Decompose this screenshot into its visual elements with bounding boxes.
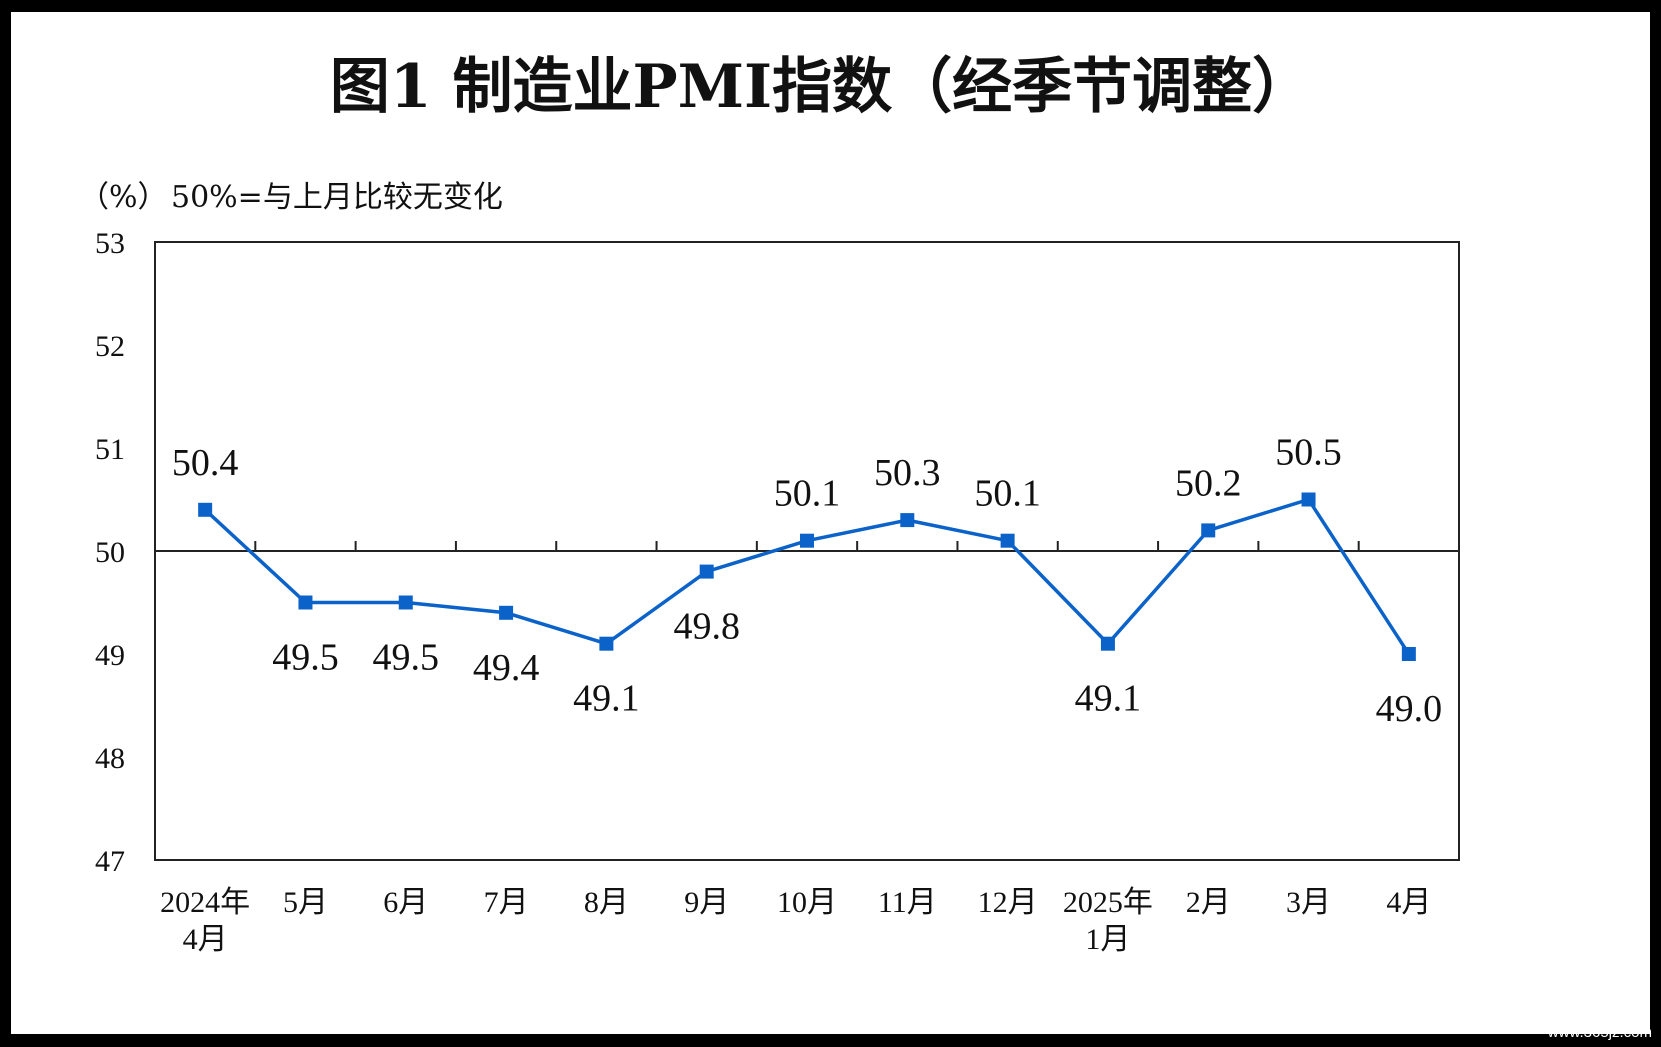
data-value-label: 49.1: [573, 678, 640, 720]
data-point-marker: [699, 564, 714, 579]
data-value-label: 50.5: [1275, 432, 1342, 474]
x-tick-label: 1月: [1085, 923, 1130, 956]
x-tick-label: 2024年: [160, 886, 250, 919]
pmi-line-chart: 图1 制造业PMI指数（经季节调整） （%） 50%=与上月比较无变化 47 48…: [79, 52, 1460, 956]
data-point-marker: [398, 595, 413, 610]
data-point-marker: [800, 533, 814, 548]
x-tick-label: 11月: [878, 886, 937, 919]
reference-note: 50%=与上月比较无变化: [171, 180, 503, 215]
data-value-label: 50.4: [172, 442, 239, 484]
data-value-label: 49.5: [373, 637, 440, 679]
data-point-marker: [1301, 492, 1316, 507]
data-value-label: 49.4: [473, 647, 540, 689]
x-tick-label: 2月: [1186, 886, 1231, 919]
y-tick-label: 48: [95, 742, 125, 775]
x-tick-label: 8月: [584, 886, 629, 919]
data-value-label: 50.1: [774, 473, 841, 515]
data-value-label: 49.5: [272, 637, 339, 679]
x-tick-label: 5月: [283, 886, 328, 919]
series-line: [203, 497, 1411, 655]
data-point-marker: [900, 513, 915, 528]
chart-title: 图1 制造业PMI指数（经季节调整）: [330, 52, 1312, 122]
x-tick-label: 12月: [978, 886, 1038, 919]
y-tick-label: 49: [95, 639, 125, 672]
x-tick-label: 3月: [1286, 886, 1331, 919]
data-point-marker: [1401, 647, 1416, 661]
x-tick-label: 9月: [684, 886, 729, 919]
data-point-marker: [499, 605, 514, 620]
data-value-label: 49.8: [673, 606, 740, 648]
y-unit-label: （%）: [79, 180, 168, 215]
x-tick-label: 2025年: [1063, 886, 1153, 919]
data-point-marker: [1100, 636, 1115, 651]
y-tick-label: 51: [95, 433, 125, 466]
plot-area: 47 48 49 50 51 52 53 2024年 4月 5月 6月 7月 8月 9月 10月 11月 12月…: [95, 227, 1460, 956]
y-tick-label: 47: [95, 845, 125, 878]
data-value-label: 50.3: [874, 452, 941, 494]
chart-panel: 图1 制造业PMI指数（经季节调整） （%） 50%=与上月比较无变化 47 48…: [11, 12, 1650, 1034]
data-point-marker: [1201, 523, 1216, 538]
data-point-marker: [198, 502, 213, 517]
x-tick-label: 6月: [383, 886, 428, 919]
data-point-marker: [298, 595, 313, 610]
data-value-label: 50.2: [1175, 462, 1242, 504]
y-tick-label: 50: [95, 536, 125, 569]
x-tick-label: 4月: [183, 923, 228, 956]
data-value-label: 50.1: [974, 473, 1041, 515]
data-value-label: 49.1: [1075, 678, 1142, 720]
data-point-marker: [599, 636, 614, 651]
x-tick-label: 4月: [1386, 886, 1431, 919]
y-tick-label: 52: [95, 330, 125, 363]
x-tick-label: 7月: [484, 886, 529, 919]
data-point-marker: [1000, 533, 1015, 548]
data-value-label: 49.0: [1376, 688, 1443, 730]
y-tick-label: 53: [95, 227, 125, 260]
x-tick-label: 10月: [777, 886, 837, 919]
